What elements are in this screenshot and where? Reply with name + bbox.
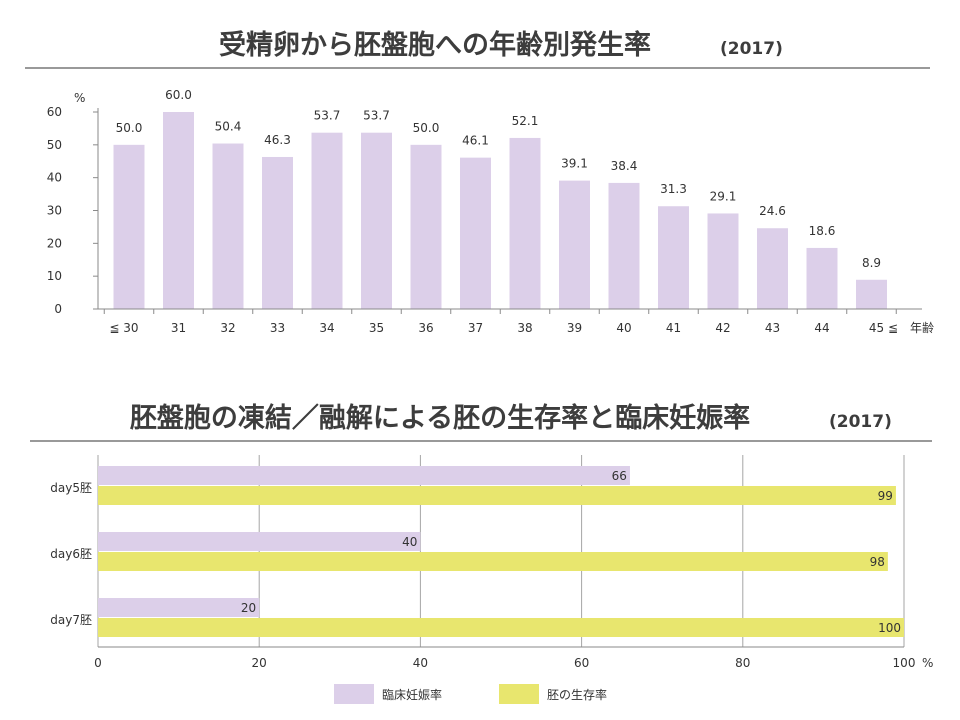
chart1-y-axis: 0 10 20 30 40 50 60 [47,105,99,316]
chart1-data-label: 50.0 [116,121,143,135]
chart1-data-label: 50.0 [413,121,440,135]
chart1-bar [509,137,541,309]
chart1-y-tick-label: 60 [47,105,62,119]
chart1-y-tick-label: 10 [47,269,62,283]
chart2-x-tick-label: 80 [735,656,750,670]
chart1-x-tick-label: 43 [765,321,780,335]
chart1-title: 受精卵から胚盤胞への年齢別発生率 [219,29,651,61]
chart1-bar [311,132,343,309]
chart2-category-label: day7胚 [50,613,92,627]
chart1-x-axis: ≦ 30 31 32 33 34 35 36 37 38 39 40 41 42 43 44 45 ≦ [98,308,922,335]
chart2-legend-swatch [499,684,539,704]
chart1-bar [460,157,491,309]
chart2-category-label: day5胚 [50,481,92,495]
chart1-data-label: 50.4 [215,120,242,134]
chart2-legend-label: 胚の生存率 [547,687,607,702]
chart-freeze-thaw: 胚盤胞の凍結／融解による胚の生存率と臨床妊娠率 (2017) 66 99 40 98 2… [30,402,933,704]
chart1-x-axis-title: 年齢 [910,320,934,335]
chart1-bar [757,228,788,309]
chart1-x-tick-label: 31 [171,321,186,335]
chart1-bar [262,156,293,309]
chart2-x-tick-label: 0 [94,656,102,670]
chart1-bar [212,143,244,309]
chart1-x-tick-label: 45 ≦ [869,321,898,335]
chart1-bar [559,180,590,309]
chart1-x-tick-label: 37 [468,321,483,335]
chart2-bar-survival [98,486,896,505]
chart1-unit-label: % [74,91,85,105]
chart1-x-tick-label: 34 [319,321,334,335]
chart1-x-tick-label: 44 [814,321,829,335]
chart1-data-label: 39.1 [561,157,588,171]
chart1-data-label: 53.7 [363,109,390,123]
chart1-data-label: 38.4 [611,159,638,173]
chart2-legend-label: 臨床妊娠率 [382,687,442,702]
chart2-legend: 臨床妊娠率 胚の生存率 [334,684,607,704]
chart1-bar [856,279,887,309]
chart1-data-label: 31.3 [660,182,687,196]
chart2-title-year: (2017) [829,412,892,432]
chart1-x-tick-label: 32 [220,321,235,335]
chart2-x-tick-label: 20 [252,656,267,670]
chart2-unit-label: % [922,656,933,670]
chart1-x-tick-label: 36 [418,321,433,335]
chart1-data-label: 60.0 [165,88,192,102]
chart1-bar [707,213,739,309]
chart1-x-tick-label: 38 [517,321,532,335]
chart1-bar [361,132,392,309]
chart2-legend-swatch [334,684,374,704]
chart2-bar-survival [98,618,904,637]
chart1-x-tick-label: 40 [616,321,631,335]
chart1-data-label: 53.7 [314,109,341,123]
chart2-x-tick-label: 60 [574,656,589,670]
chart1-data-label: 29.1 [710,189,737,203]
chart1-bar [410,144,442,309]
chart2-data-label: 66 [612,469,627,483]
chart2-x-tick-label: 100 [893,656,916,670]
chart1-data-label: 18.6 [809,224,836,238]
chart1-data-label: 46.1 [462,134,489,148]
chart1-title-year: (2017) [720,39,783,59]
chart1-bar [608,182,640,309]
chart1-y-tick-label: 0 [54,302,62,316]
chart1-y-tick-label: 20 [47,236,62,250]
chart1-x-tick-label: 39 [567,321,582,335]
chart2-data-label: 20 [241,601,256,615]
chart-age-development: 受精卵から胚盤胞への年齢別発生率 (2017) % 0102030405060 … [25,29,934,335]
chart1-bar [806,247,838,309]
chart1-x-tick-label: 41 [666,321,681,335]
chart2-bar-pregnancy [98,532,421,551]
chart1-bar [163,112,194,309]
chart1-x-tick-label: 42 [715,321,730,335]
chart2-x-tick-label: 40 [413,656,428,670]
chart2-bar-pregnancy [98,598,260,617]
chart1-bars: 50.0 60.0 50.4 46.3 53.7 53.7 50.0 46.1 52.1 39.1… [113,88,887,309]
chart1-bar [658,206,689,309]
chart1-x-tick-label: 33 [270,321,285,335]
chart2-title: 胚盤胞の凍結／融解による胚の生存率と臨床妊娠率 [130,402,750,434]
chart1-x-tick-label: ≦ 30 [109,321,138,335]
chart2-axes: 0 20 40 60 80 100 % day5胚 day6胚 day7胚 [50,481,933,670]
chart1-x-tick-label: 35 [369,321,384,335]
chart2-data-label: 40 [402,535,417,549]
chart2-category-label: day6胚 [50,547,92,561]
chart1-y-tick-label: 40 [47,171,62,185]
chart2-data-label: 98 [870,555,885,569]
chart2-bar-survival [98,552,888,571]
chart2-data-label: 100 [878,621,901,635]
chart1-bar [113,144,145,309]
chart1-y-tick-label: 30 [47,204,62,218]
chart1-data-label: 8.9 [862,256,881,270]
chart1-data-label: 52.1 [512,114,539,128]
chart1-data-label: 46.3 [264,133,291,147]
chart1-data-label: 24.6 [759,204,786,218]
chart1-y-tick-label: 50 [47,138,62,152]
chart2-bars: 66 99 40 98 20 100 [98,466,904,637]
chart2-data-label: 99 [878,489,893,503]
chart2-bar-pregnancy [98,466,630,485]
